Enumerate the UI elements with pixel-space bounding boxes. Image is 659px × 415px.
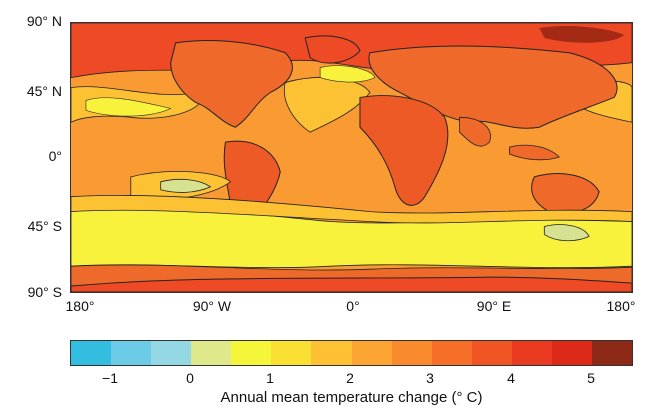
australia [531,173,600,214]
colorbar-title: Annual mean temperature change (° C) [220,389,483,406]
lat-label-0: 0° [48,148,62,164]
antarctica [71,276,632,292]
colorbar-tick-3: 3 [426,370,434,386]
map-svg [71,23,632,292]
colorbar-cell [592,341,633,365]
n-atlantic-cool [319,65,376,83]
lat-label-90s: 90° S [27,284,62,300]
africa [359,95,449,206]
lat-label-45s: 45° S [27,218,62,234]
lon-label-90e: 90° E [476,298,512,314]
colorbar [70,340,633,366]
north-america [170,40,293,128]
colorbar-cell [271,341,312,365]
lat-label-90n: 90° N [26,13,62,29]
colorbar-cell [151,341,192,365]
colorbar-tick-5: 5 [587,370,595,386]
colorbar-cell [71,341,112,365]
colorbar-cell [191,341,232,365]
colorbar-tick-2: 2 [346,370,354,386]
colorbar-cell [551,341,593,365]
s-pacific-cool [160,178,212,193]
colorbar-tick-0: 0 [186,370,194,386]
southern-cool-patch [543,224,590,242]
colorbar-cell [351,341,392,365]
temperature-change-map [70,22,633,293]
colorbar-cell [311,341,352,365]
colorbar-cell [431,341,472,365]
lon-label-180e: 180° [606,298,636,314]
colorbar-cell [471,341,512,365]
colorbar-tick-4: 4 [507,370,515,386]
colorbar-cell [511,341,552,365]
southern-ocean-orange [71,195,632,224]
colorbar-tick-minus1: −1 [102,370,118,386]
arctic-hotspot [539,25,625,43]
n-pacific-core [85,97,172,117]
lon-label-180w: 180° [65,298,95,314]
se-asia-islands [509,144,560,161]
colorbar-cell [231,341,272,365]
lat-label-45n: 45° N [26,83,62,99]
south-asia [459,116,491,147]
colorbar-tick-1: 1 [266,370,274,386]
greenland [304,35,361,64]
lon-label-90w: 90° W [192,298,232,314]
lon-label-0: 0° [346,298,360,314]
colorbar-cell [391,341,432,365]
colorbar-cell [111,341,152,365]
